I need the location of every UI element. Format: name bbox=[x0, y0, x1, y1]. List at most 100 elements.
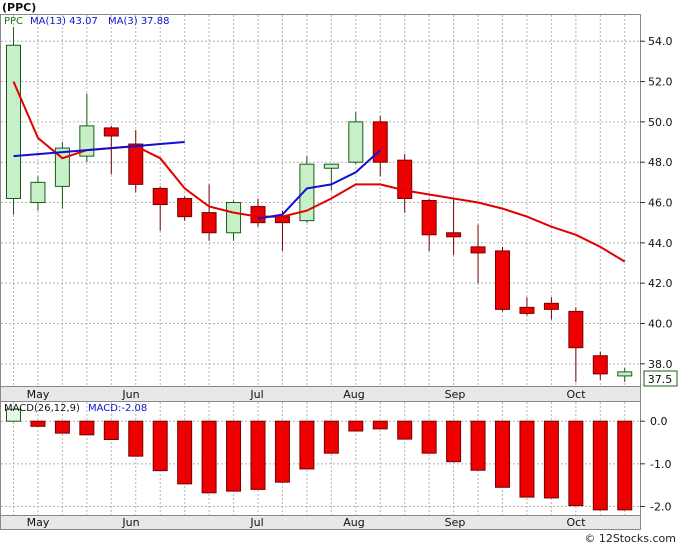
price-tick-label: 44.0 bbox=[648, 237, 673, 250]
macd-bar-negative bbox=[348, 420, 364, 432]
candle-down bbox=[128, 143, 144, 185]
candle-up bbox=[30, 181, 46, 204]
candle-down bbox=[519, 306, 535, 314]
last-price-box bbox=[643, 370, 678, 387]
macd-bar-negative bbox=[201, 420, 217, 494]
candle-up bbox=[79, 125, 95, 157]
candle-down bbox=[495, 250, 510, 310]
macd-bar-negative bbox=[323, 420, 339, 454]
macd-bar-negative bbox=[128, 420, 144, 457]
x-label-top: Sep bbox=[445, 388, 466, 401]
legend-ma13: MA(13) 43.07 bbox=[30, 16, 98, 27]
x-label-top: Oct bbox=[566, 388, 586, 401]
macd-bar-negative bbox=[617, 420, 633, 511]
macd-bar-negative bbox=[543, 420, 559, 499]
candles bbox=[6, 27, 633, 382]
candle-up bbox=[299, 163, 315, 222]
macd-bar-negative bbox=[54, 420, 70, 434]
candle-up bbox=[323, 163, 339, 169]
macd-tick-label: -1.0 bbox=[650, 458, 671, 471]
candle-down bbox=[592, 355, 608, 375]
ma3-line bbox=[257, 149, 381, 220]
price-tick-label: 42.0 bbox=[648, 277, 673, 290]
macd-panel: 0.0 -1.0 -2.0 bbox=[0, 401, 671, 516]
candle-down bbox=[177, 197, 193, 218]
price-tick-label: 40.0 bbox=[648, 317, 673, 330]
macd-bar-negative bbox=[446, 420, 462, 463]
x-label-bottom: Jun bbox=[121, 516, 139, 529]
price-tick-label: 46.0 bbox=[648, 197, 673, 210]
legend-ticker: PPC bbox=[4, 16, 23, 27]
x-label-bottom: Jul bbox=[249, 516, 263, 529]
macd-y-ticks: 0.0 -1.0 -2.0 bbox=[640, 415, 671, 513]
price-frame bbox=[0, 14, 641, 387]
macd-bar-negative bbox=[568, 420, 584, 507]
candle-down bbox=[470, 246, 486, 254]
macd-bar-negative bbox=[79, 420, 95, 436]
macd-bar-negative bbox=[421, 420, 437, 454]
macd-bar-negative bbox=[372, 420, 388, 430]
candle-up bbox=[226, 202, 242, 234]
copyright: © 12Stocks.com bbox=[584, 532, 676, 545]
price-panel: 38.0 40.0 42.0 44.0 46.0 48.0 50.0 52.0 54.0 37.… bbox=[0, 14, 678, 387]
price-tick-label: 52.0 bbox=[648, 76, 673, 89]
x-label-top: Jul bbox=[249, 388, 263, 401]
macd-bars bbox=[6, 408, 633, 511]
price-y-ticks: 38.0 40.0 42.0 44.0 46.0 48.0 50.0 52.0 54.0 bbox=[640, 35, 673, 371]
price-tick-label: 48.0 bbox=[648, 156, 673, 169]
macd-bar-negative bbox=[250, 420, 266, 490]
x-label-bottom: Oct bbox=[566, 516, 586, 529]
price-tick-label: 38.0 bbox=[648, 358, 673, 371]
macd-bar-negative bbox=[592, 420, 608, 511]
x-label-top: May bbox=[27, 388, 50, 401]
legend-ma3: MA(3) 37.88 bbox=[108, 16, 169, 27]
macd-bar-negative bbox=[299, 420, 315, 470]
candle-down bbox=[152, 187, 168, 206]
candle-up bbox=[617, 371, 633, 377]
candle-down bbox=[397, 159, 413, 199]
macd-bar-negative bbox=[103, 420, 119, 441]
macd-bar-negative bbox=[495, 420, 510, 488]
candle-down bbox=[103, 127, 119, 137]
macd-bar-negative bbox=[397, 420, 413, 440]
last-price-label: 37.5 bbox=[648, 373, 673, 386]
macd-bar-negative bbox=[470, 420, 486, 471]
macd-legend: MACD(26,12,9) MACD:-2.08 bbox=[4, 403, 147, 414]
macd-bar-positive bbox=[6, 408, 21, 422]
price-tick-label: 50.0 bbox=[648, 116, 673, 129]
x-label-top: Aug bbox=[343, 388, 364, 401]
x-axis-bottom: May Jun Jul Aug Sep Oct bbox=[0, 515, 641, 530]
candle-up bbox=[6, 44, 21, 199]
macd-bar-negative bbox=[177, 420, 193, 485]
macd-bar-negative bbox=[30, 420, 46, 427]
x-axis-strip-bottom bbox=[0, 515, 641, 530]
x-label-bottom: May bbox=[27, 516, 50, 529]
x-label-bottom: Sep bbox=[445, 516, 466, 529]
x-axis-labels-top: May Jun Jul Aug Sep Oct bbox=[27, 388, 587, 401]
candle-down bbox=[421, 200, 437, 236]
ma3-line bbox=[13, 141, 185, 158]
macd-bar-negative bbox=[226, 420, 242, 492]
x-axis-strip-top bbox=[0, 386, 641, 402]
legend-macd-params: MACD(26,12,9) bbox=[4, 403, 80, 414]
x-axis-labels-bottom: May Jun Jul Aug Sep Oct bbox=[27, 516, 587, 529]
macd-tick-label: -2.0 bbox=[650, 500, 671, 513]
candle-down bbox=[372, 121, 388, 163]
macd-bar-negative bbox=[274, 420, 290, 483]
candle-down bbox=[250, 206, 266, 224]
macd-bar-negative bbox=[519, 420, 535, 498]
candle-down bbox=[543, 302, 559, 310]
legend-macd-value: MACD:-2.08 bbox=[88, 403, 147, 414]
x-axis-top: May Jun Jul Aug Sep Oct bbox=[0, 386, 641, 402]
moving-averages bbox=[12, 81, 626, 263]
price-tick-label: 54.0 bbox=[648, 35, 673, 48]
x-label-bottom: Aug bbox=[343, 516, 364, 529]
macd-bar-negative bbox=[152, 420, 168, 472]
chart-title: (PPC) bbox=[2, 1, 36, 14]
price-legend: PPC MA(13) 43.07 MA(3) 37.88 bbox=[4, 16, 169, 27]
macd-tick-label: 0.0 bbox=[650, 415, 668, 428]
candle-down bbox=[201, 212, 217, 234]
x-label-top: Jun bbox=[121, 388, 139, 401]
candle-down bbox=[568, 310, 584, 349]
